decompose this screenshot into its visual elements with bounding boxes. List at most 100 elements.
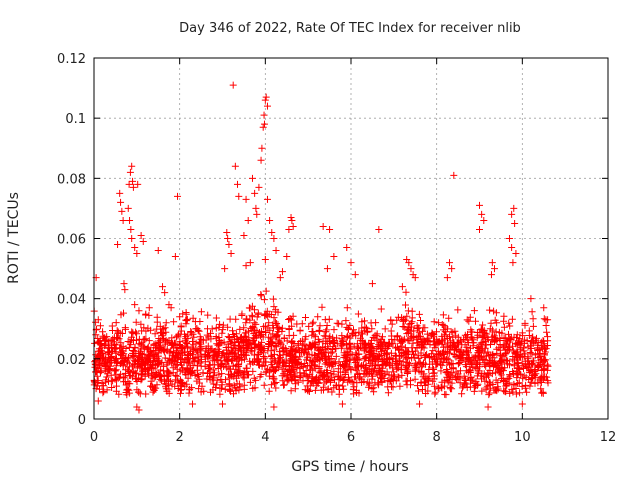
data-point [274, 355, 282, 363]
data-point [478, 210, 486, 218]
data-point [231, 349, 239, 357]
data-point [251, 189, 259, 197]
data-point [398, 283, 406, 291]
y-tick-label: 0.06 [57, 233, 86, 248]
data-point [206, 373, 214, 381]
data-point [129, 373, 137, 381]
data-point [261, 256, 269, 264]
data-point [214, 361, 222, 369]
data-point [134, 180, 142, 188]
data-point [291, 361, 299, 369]
data-point [268, 228, 276, 236]
data-point [266, 367, 274, 375]
data-point [308, 358, 316, 366]
x-axis-label: GPS time / hours [291, 459, 408, 475]
y-tick-label: 0.04 [57, 293, 86, 308]
data-point [437, 367, 445, 375]
data-point [505, 361, 513, 369]
data-point [509, 259, 517, 267]
data-point [490, 265, 498, 273]
marker-cloud [90, 287, 552, 399]
data-point [276, 274, 284, 282]
data-point [99, 328, 107, 336]
x-tick-label: 10 [514, 430, 531, 445]
x-tick-label: 0 [90, 430, 98, 445]
chart-title: Day 346 of 2022, Rate Of TEC Index for r… [179, 21, 521, 36]
data-point [135, 307, 143, 315]
data-point [270, 403, 278, 411]
data-point [471, 364, 479, 372]
data-point [244, 216, 252, 224]
data-point [505, 235, 513, 242]
dense-marker-cloud [90, 287, 552, 399]
data-point [111, 367, 119, 375]
data-point [326, 225, 334, 233]
data-point [531, 367, 539, 375]
data-point [511, 219, 519, 227]
data-point [317, 367, 325, 375]
data-point [242, 195, 250, 203]
y-tick-label: 0.1 [65, 112, 86, 127]
data-point [221, 265, 229, 273]
data-point [248, 174, 256, 182]
data-point [343, 244, 351, 252]
data-point [488, 358, 496, 366]
data-point [225, 241, 233, 249]
data-point [420, 370, 428, 378]
data-point [96, 322, 104, 330]
data-point [263, 195, 271, 203]
data-point [224, 235, 232, 242]
data-point [428, 358, 436, 366]
data-point [189, 400, 197, 408]
data-point [255, 183, 263, 191]
data-point [375, 225, 383, 233]
data-point [120, 280, 128, 288]
data-point [368, 358, 376, 366]
data-point [125, 180, 133, 188]
data-point [257, 343, 265, 351]
data-point [523, 364, 531, 372]
data-point [351, 364, 359, 372]
data-point [514, 370, 522, 378]
data-point [121, 286, 129, 294]
data-point [131, 244, 139, 252]
data-point [219, 400, 226, 408]
data-point [326, 355, 334, 363]
data-point [127, 225, 135, 233]
data-point [377, 367, 385, 375]
data-point [416, 400, 424, 408]
y-axis-label: ROTI / TECUs [6, 192, 22, 284]
data-point [262, 93, 270, 101]
data-point [463, 355, 471, 363]
data-point [242, 262, 250, 270]
data-point [129, 183, 137, 191]
data-point [454, 370, 462, 378]
data-points [92, 81, 552, 414]
data-point [323, 265, 331, 273]
data-point [542, 316, 550, 324]
data-point [272, 247, 280, 255]
data-point [128, 162, 136, 170]
data-point [223, 228, 231, 236]
data-point [171, 253, 179, 261]
data-point [259, 123, 267, 131]
data-point [480, 216, 488, 224]
data-point [446, 259, 454, 267]
data-point [137, 231, 145, 239]
x-tick-label: 6 [347, 430, 355, 445]
data-point [252, 204, 260, 212]
data-point [283, 373, 291, 381]
data-point [544, 379, 552, 387]
data-point [287, 213, 295, 221]
data-point [257, 156, 265, 164]
data-point [263, 102, 271, 110]
data-point [411, 274, 419, 282]
x-tick-label: 12 [600, 430, 617, 445]
data-point [235, 192, 243, 200]
data-point [240, 231, 248, 239]
data-point [394, 373, 402, 381]
data-point [135, 406, 143, 414]
data-point [223, 364, 231, 372]
data-point [161, 289, 169, 297]
data-point [171, 376, 179, 384]
